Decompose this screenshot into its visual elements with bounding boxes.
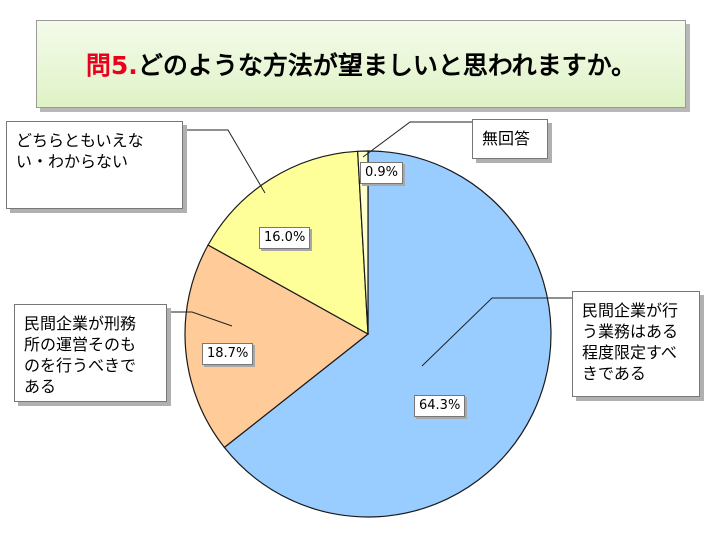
callout-operate: 民間企業が刑務 所の運営そのも のを行うべきで ある — [14, 304, 167, 402]
callout-noanswer: 無回答 — [472, 119, 548, 159]
callout-neither: どちらともいえな い・わからない — [6, 121, 183, 209]
question-number: 問5. — [85, 51, 138, 80]
data-label-noanswer: 0.9% — [360, 162, 404, 184]
pie-slices — [184, 150, 552, 518]
leader-line-noanswer — [362, 121, 472, 158]
callout-limited: 民間企業が行 う業務はある 程度限定すべ きである — [572, 291, 700, 397]
data-label-neither: 16.0% — [259, 227, 311, 249]
pie-slice-noanswer — [357, 150, 369, 335]
data-label-operate: 18.7% — [202, 343, 254, 365]
pie-slice-limited — [223, 150, 552, 518]
leader-lines — [167, 121, 572, 367]
data-label-limited: 64.3% — [414, 395, 466, 417]
pie-slice-operate — [184, 244, 370, 449]
question-text: どのような方法が望ましいと思われますか。 — [137, 51, 637, 80]
chart-title: 問5. どのような方法が望ましいと思われますか。 — [36, 20, 686, 108]
leader-line-operate — [167, 311, 233, 327]
leader-line-neither — [183, 129, 266, 194]
leader-line-limited — [421, 297, 572, 367]
